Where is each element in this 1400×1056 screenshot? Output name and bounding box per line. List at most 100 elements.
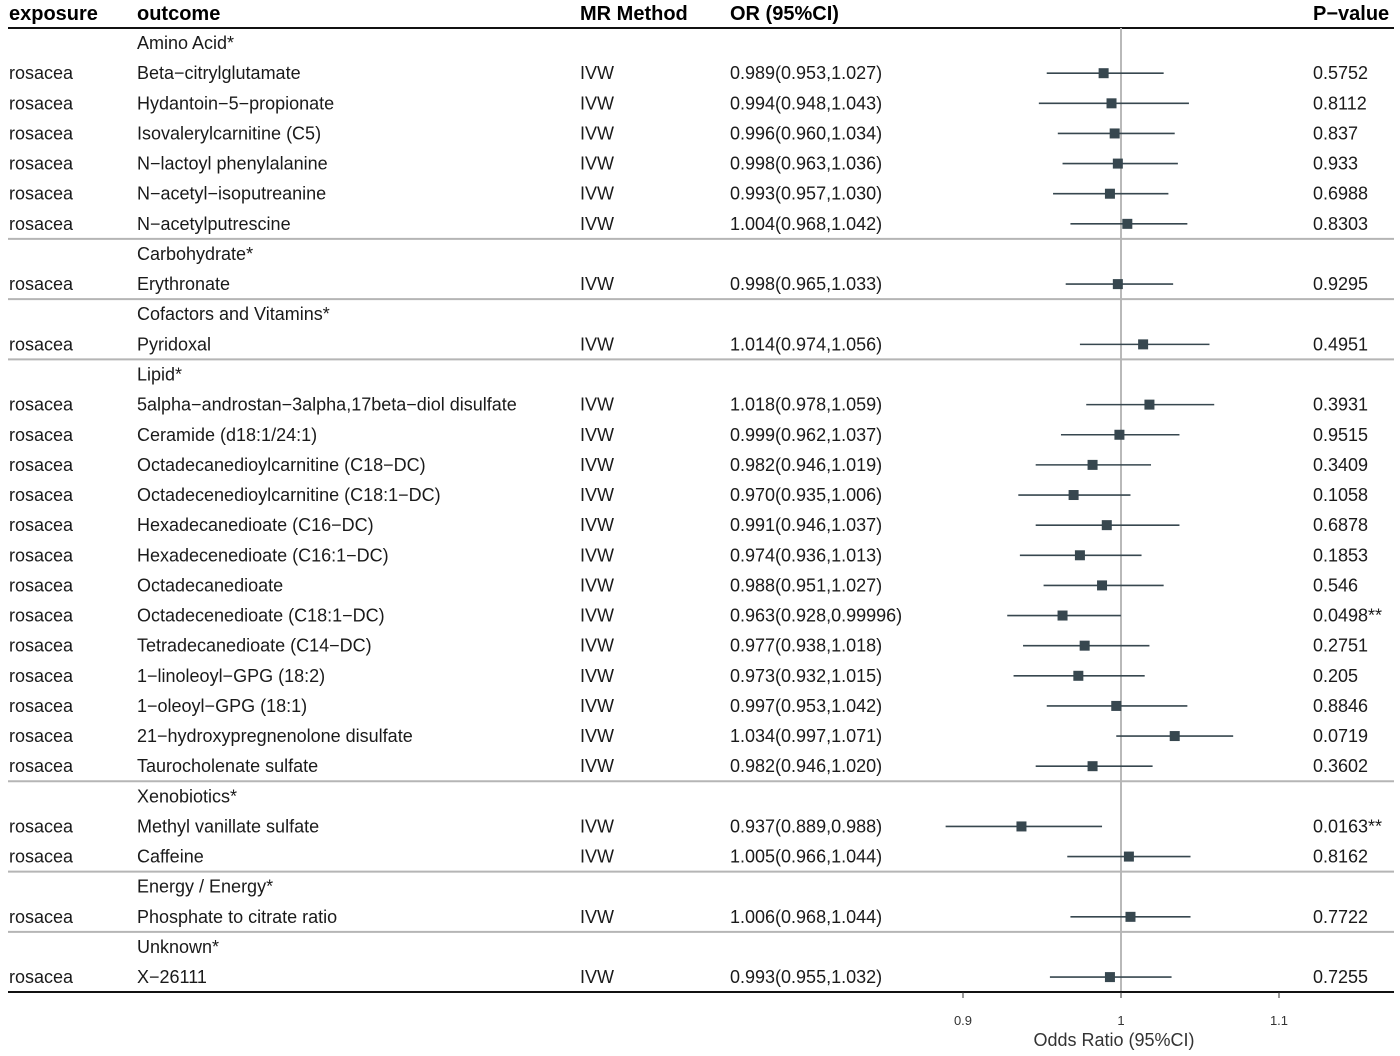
or-ci-cell: 0.999(0.962,1.037) (730, 425, 882, 445)
table-row: rosacea Octadecanedioate IVW 0.988(0.951,1.… (9, 575, 1358, 595)
x-tick-label: 1.1 (1270, 1013, 1288, 1028)
p-value-cell: 0.8162 (1313, 847, 1368, 867)
mr-method-cell: IVW (580, 154, 614, 174)
mr-method-cell: IVW (580, 455, 614, 475)
category-group: Energy / Energy* rosacea Phosphate to citr… (8, 870, 1394, 927)
point-estimate-marker (1114, 429, 1125, 440)
table-row: rosacea N−lactoyl phenylalanine IVW 0.998(0… (9, 154, 1358, 174)
point-estimate-marker (1125, 911, 1136, 922)
outcome-cell: Octadecenedioate (C18:1−DC) (137, 606, 385, 626)
exposure-cell: rosacea (9, 395, 74, 415)
x-tick-label: 1 (1117, 1013, 1124, 1028)
outcome-cell: Isovalerylcarnitine (C5) (137, 123, 321, 143)
or-ci-cell: 0.993(0.955,1.032) (730, 967, 882, 987)
exposure-cell: rosacea (9, 214, 74, 234)
header-outcome: outcome (137, 3, 220, 25)
p-value-cell: 0.2751 (1313, 636, 1368, 656)
table-row: rosacea Hexadecanedioate (C16−DC) IVW 0.991… (9, 515, 1368, 535)
category-group: Carbohydrate* rosacea Erythronate IVW 0.998(… (8, 237, 1394, 294)
mr-method-cell: IVW (580, 816, 614, 836)
outcome-cell: Phosphate to citrate ratio (137, 907, 337, 927)
category-label: Cofactors and Vitamins* (137, 304, 330, 324)
table-row: rosacea Octadecanedioylcarnitine (C18−DC)… (9, 455, 1368, 475)
mr-method-cell: IVW (580, 123, 614, 143)
p-value-cell: 0.8846 (1313, 696, 1368, 716)
table-row: rosacea N−acetylputrescine IVW 1.004(0.968,… (9, 214, 1368, 234)
category-label: Xenobiotics* (137, 786, 237, 806)
outcome-cell: 5alpha−androstan−3alpha,17beta−diol disu… (137, 395, 517, 415)
mr-method-cell: IVW (580, 214, 614, 234)
or-ci-cell: 0.991(0.946,1.037) (730, 515, 882, 535)
p-value-cell: 0.6878 (1313, 515, 1368, 535)
exposure-cell: rosacea (9, 696, 74, 716)
mr-method-cell: IVW (580, 334, 614, 354)
mr-method-cell: IVW (580, 184, 614, 204)
mr-method-cell: IVW (580, 575, 614, 595)
exposure-cell: rosacea (9, 726, 74, 746)
mr-method-cell: IVW (580, 395, 614, 415)
table-row: rosacea 1−linoleoyl−GPG (18:2) IVW 0.973(0.… (9, 666, 1358, 686)
table-row: rosacea Hexadecenedioate (C16:1−DC) IVW 0.9… (9, 545, 1368, 565)
outcome-cell: N−acetyl−isoputreanine (137, 184, 326, 204)
outcome-cell: Caffeine (137, 847, 204, 867)
mr-method-cell: IVW (580, 636, 614, 656)
header-mr-method: MR Method (580, 3, 688, 25)
point-estimate-marker (1074, 550, 1085, 561)
or-ci-cell: 0.937(0.889,0.988) (730, 816, 882, 836)
or-ci-cell: 0.998(0.963,1.036) (730, 154, 882, 174)
p-value-cell: 0.3931 (1313, 395, 1368, 415)
point-estimate-marker (1112, 279, 1123, 290)
outcome-cell: Tetradecanedioate (C14−DC) (137, 636, 372, 656)
category-group: Xenobiotics* rosacea Methyl vanillate sulf… (8, 780, 1394, 867)
point-estimate-marker (1144, 399, 1155, 410)
header-exposure: exposure (9, 3, 98, 25)
p-value-cell: 0.837 (1313, 123, 1358, 143)
p-value-cell: 0.3602 (1313, 756, 1368, 776)
outcome-cell: Ceramide (d18:1/24:1) (137, 425, 317, 445)
exposure-cell: rosacea (9, 274, 74, 294)
p-value-cell: 0.3409 (1313, 455, 1368, 475)
p-value-cell: 0.0719 (1313, 726, 1368, 746)
p-value-cell: 0.0163** (1313, 816, 1382, 836)
table-row: rosacea 1−oleoyl−GPG (18:1) IVW 0.997(0.953… (9, 696, 1368, 716)
header-row: exposure outcome MR Method OR (95%CI) P−… (9, 3, 1389, 25)
point-estimate-marker (1106, 98, 1117, 109)
exposure-cell: rosacea (9, 907, 74, 927)
outcome-cell: Methyl vanillate sulfate (137, 816, 319, 836)
mr-method-cell: IVW (580, 726, 614, 746)
or-ci-cell: 1.006(0.968,1.044) (730, 907, 882, 927)
exposure-cell: rosacea (9, 515, 74, 535)
point-estimate-marker (1098, 68, 1109, 79)
x-tick-label: 0.9 (954, 1013, 972, 1028)
exposure-cell: rosacea (9, 967, 74, 987)
mr-method-cell: IVW (580, 545, 614, 565)
point-estimate-marker (1138, 339, 1149, 350)
or-ci-cell: 0.970(0.935,1.006) (730, 485, 882, 505)
outcome-cell: Octadecanedioylcarnitine (C18−DC) (137, 455, 426, 475)
outcome-cell: Octadecanedioate (137, 575, 283, 595)
or-ci-cell: 0.963(0.928,0.99996) (730, 606, 902, 626)
mr-method-cell: IVW (580, 847, 614, 867)
mr-method-cell: IVW (580, 63, 614, 83)
or-ci-cell: 0.997(0.953,1.042) (730, 696, 882, 716)
exposure-cell: rosacea (9, 485, 74, 505)
table-row: rosacea Erythronate IVW 0.998(0.965,1.033) 0… (9, 274, 1368, 294)
p-value-cell: 0.9515 (1313, 425, 1368, 445)
outcome-cell: Erythronate (137, 274, 230, 294)
or-ci-cell: 0.988(0.951,1.027) (730, 575, 882, 595)
point-estimate-marker (1111, 700, 1122, 711)
point-estimate-marker (1104, 188, 1115, 199)
table-row: rosacea Caffeine IVW 1.005(0.966,1.044) 0.81… (9, 847, 1368, 867)
or-ci-cell: 0.977(0.938,1.018) (730, 636, 882, 656)
table-row: rosacea Phosphate to citrate ratio IVW 1.00… (9, 907, 1368, 927)
exposure-cell: rosacea (9, 123, 74, 143)
outcome-cell: Hexadecenedioate (C16:1−DC) (137, 545, 389, 565)
outcome-cell: Beta−citrylglutamate (137, 63, 301, 83)
category-label: Lipid* (137, 364, 182, 384)
exposure-cell: rosacea (9, 184, 74, 204)
point-estimate-marker (1169, 731, 1180, 742)
mr-method-cell: IVW (580, 93, 614, 113)
table-row: rosacea Pyridoxal IVW 1.014(0.974,1.056) 0.4… (9, 334, 1368, 354)
p-value-cell: 0.5752 (1313, 63, 1368, 83)
